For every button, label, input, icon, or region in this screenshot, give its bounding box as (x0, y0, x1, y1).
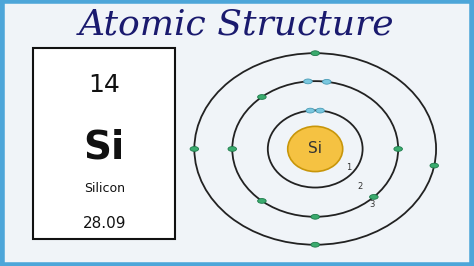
Circle shape (311, 242, 319, 247)
Circle shape (322, 79, 331, 84)
Text: Si: Si (308, 142, 322, 156)
Text: Atomic Structure: Atomic Structure (79, 8, 395, 42)
Circle shape (430, 163, 438, 168)
Circle shape (370, 194, 378, 199)
Text: 3: 3 (370, 200, 375, 209)
Circle shape (394, 147, 402, 151)
Circle shape (316, 108, 324, 113)
FancyBboxPatch shape (33, 48, 175, 239)
Circle shape (304, 79, 312, 84)
Text: 1: 1 (346, 163, 351, 172)
Circle shape (228, 147, 237, 151)
Circle shape (311, 51, 319, 56)
Text: 28.09: 28.09 (82, 217, 126, 231)
Circle shape (258, 198, 266, 203)
Text: 2: 2 (358, 182, 363, 191)
Ellipse shape (288, 126, 343, 172)
Circle shape (190, 147, 199, 151)
Text: 14: 14 (88, 73, 120, 97)
Circle shape (311, 214, 319, 219)
Text: Si: Si (83, 128, 125, 166)
Circle shape (258, 95, 266, 99)
Text: Silicon: Silicon (84, 182, 125, 195)
Circle shape (306, 108, 315, 113)
